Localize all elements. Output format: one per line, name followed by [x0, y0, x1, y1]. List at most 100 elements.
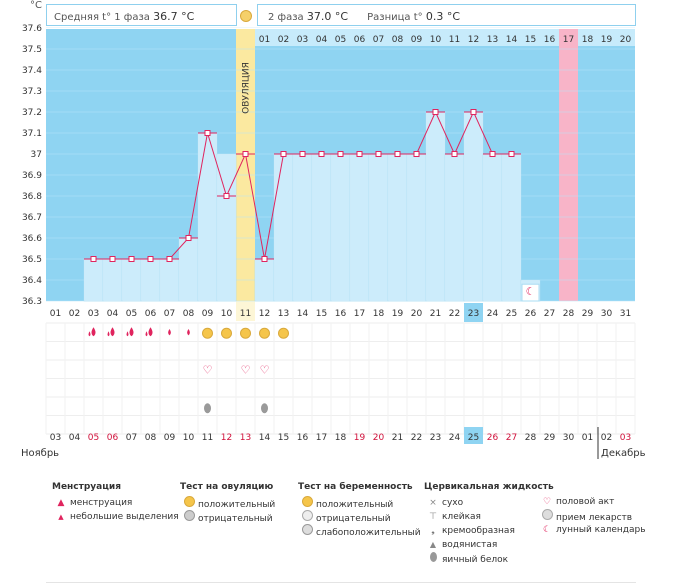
cycle-day-bottom-label: 14	[297, 309, 309, 319]
cycle-day-bottom-label: 28	[563, 309, 575, 319]
temp-bar-fill	[464, 112, 483, 301]
bbt-chart: 37.6 37.5 37.4 37.3 37.2 37.1 37 36.9 36.8 36.7 36…	[21, 24, 646, 459]
menstruation-icon	[126, 331, 129, 337]
menstruation-icon: ▲	[57, 498, 65, 508]
menstruation-icon	[88, 331, 91, 337]
month-left-label: Ноябрь	[21, 448, 59, 459]
cycle-day-bottom-label: 23	[468, 309, 479, 319]
cycle-day-top-label: 11	[449, 35, 460, 45]
cycle-day-bottom-label: 01	[50, 309, 61, 319]
cycle-day-top-label: 13	[487, 35, 498, 45]
moon-icon: ☾	[542, 525, 552, 535]
y-tick-label: 37.1	[22, 129, 42, 139]
temp-point	[470, 109, 477, 115]
calendar-date-label: 28	[525, 433, 537, 443]
unit-label: °C	[30, 0, 42, 11]
legend-title: Тест на овуляцию	[180, 482, 274, 492]
cycle-day-cell	[274, 29, 293, 46]
month-right-label: Декабрь	[601, 448, 646, 459]
today-date-cell	[464, 427, 483, 444]
legend-ovulation-test: Тест на овуляцию положительный отрицател…	[180, 482, 275, 524]
cycle-day-bottom-label: 11	[240, 309, 251, 319]
temp-bar-fill	[84, 259, 103, 301]
legend-item: яичный белок	[442, 555, 509, 565]
cycle-day-cell	[331, 29, 350, 46]
temp-bar-fill	[502, 154, 521, 301]
pregnancy-negative-icon	[298, 510, 316, 526]
menstruation-icon	[148, 327, 153, 337]
calendar-date-label: 20	[373, 433, 385, 443]
cycle-day-bottom-label: 09	[202, 309, 214, 319]
temp-bar-fill	[274, 154, 293, 301]
ovulation-test-positive-icon	[278, 327, 289, 339]
calendar-date-label: 27	[506, 433, 517, 443]
cycle-day-cell	[521, 29, 540, 46]
temp-point	[337, 151, 344, 157]
menstruation-icon	[110, 327, 115, 337]
watery-icon: ▲	[429, 540, 437, 549]
temp-point	[451, 151, 458, 157]
temp-bar-fill	[407, 154, 426, 301]
calendar-date-label: 26	[487, 433, 499, 443]
sun-icon	[240, 10, 252, 22]
temp-point	[223, 193, 230, 199]
legend-cervical: Цервикальная жидкость × сухо ⊤ клейкая ❟ кр…	[424, 482, 554, 566]
temp-point	[356, 151, 363, 157]
calendar-date-label: 08	[145, 433, 157, 443]
cycle-day-bottom-label: 22	[449, 309, 460, 319]
period-start-column	[559, 28, 578, 301]
menstruation-icon	[107, 331, 110, 337]
phase2-box: 2 фаза 37.0 °C Разница t° 0.3 °C	[257, 4, 636, 26]
cycle-day-top-label: 03	[297, 35, 308, 45]
y-tick-label: 36.4	[22, 276, 42, 286]
phase2-label: 2 фаза	[268, 12, 304, 23]
cycle-day-top-label: 07	[373, 35, 384, 45]
y-tick-label: 36.3	[22, 297, 42, 307]
temp-point	[109, 256, 116, 262]
legend-menstruation: Менструация ▲ менструация ▲ небольшие выде…	[52, 482, 179, 524]
cycle-day-bottom-label: 05	[126, 309, 137, 319]
cycle-day-cell	[597, 29, 616, 46]
calendar-date-label: 29	[544, 433, 556, 443]
legend-title: Цервикальная жидкость	[424, 482, 554, 492]
today-cycle-cell	[464, 303, 483, 322]
cycle-day-top-label: 09	[411, 35, 423, 45]
heart-icon: ♡	[542, 497, 552, 507]
temp-point	[432, 109, 439, 115]
ovulation-label: ОВУЛЯЦИЯ	[242, 62, 252, 114]
y-tick-label: 37	[31, 150, 42, 160]
menstruation-icon	[129, 327, 134, 337]
calendar-date-label: 23	[430, 433, 441, 443]
cycle-day-top-label: 10	[430, 35, 442, 45]
cycle-day-cell	[255, 29, 274, 46]
calendar-date-label: 25	[468, 433, 479, 443]
calendar-date-label: 05	[88, 433, 99, 443]
cycle-day-cell	[293, 29, 312, 46]
diff-label: Разница t°	[367, 12, 423, 23]
legend-title: Менструация	[52, 482, 121, 492]
temp-point	[242, 151, 249, 157]
temp-bar-fill	[388, 154, 407, 301]
cycle-day-cell	[483, 29, 502, 46]
temp-point	[261, 256, 268, 262]
legend-item: прием лекарств	[556, 513, 633, 523]
cycle-day-top-label: 08	[392, 35, 404, 45]
pregnancy-weak-icon	[298, 524, 316, 540]
temp-bar-fill	[160, 259, 179, 301]
legend-item: слабоположительный	[316, 528, 421, 538]
temp-point	[394, 151, 401, 157]
phase1-value: 36.7 °C	[153, 10, 195, 23]
cycle-day-cell	[312, 29, 331, 46]
y-tick-label: 36.6	[22, 234, 42, 244]
temp-bar-fill	[179, 238, 198, 301]
calendar-date-label: 10	[183, 433, 195, 443]
cycle-day-bottom-label: 18	[373, 309, 385, 319]
calendar-date-label: 30	[563, 433, 575, 443]
egg-white-icon	[261, 403, 268, 414]
cycle-day-bottom-label: 02	[69, 309, 80, 319]
legend-item: водянистая	[442, 540, 498, 550]
cycle-day-bottom-label: 30	[601, 309, 613, 319]
calendar-date-label: 03	[50, 433, 61, 443]
calendar-date-label: 12	[221, 433, 232, 443]
temp-point	[128, 256, 135, 262]
